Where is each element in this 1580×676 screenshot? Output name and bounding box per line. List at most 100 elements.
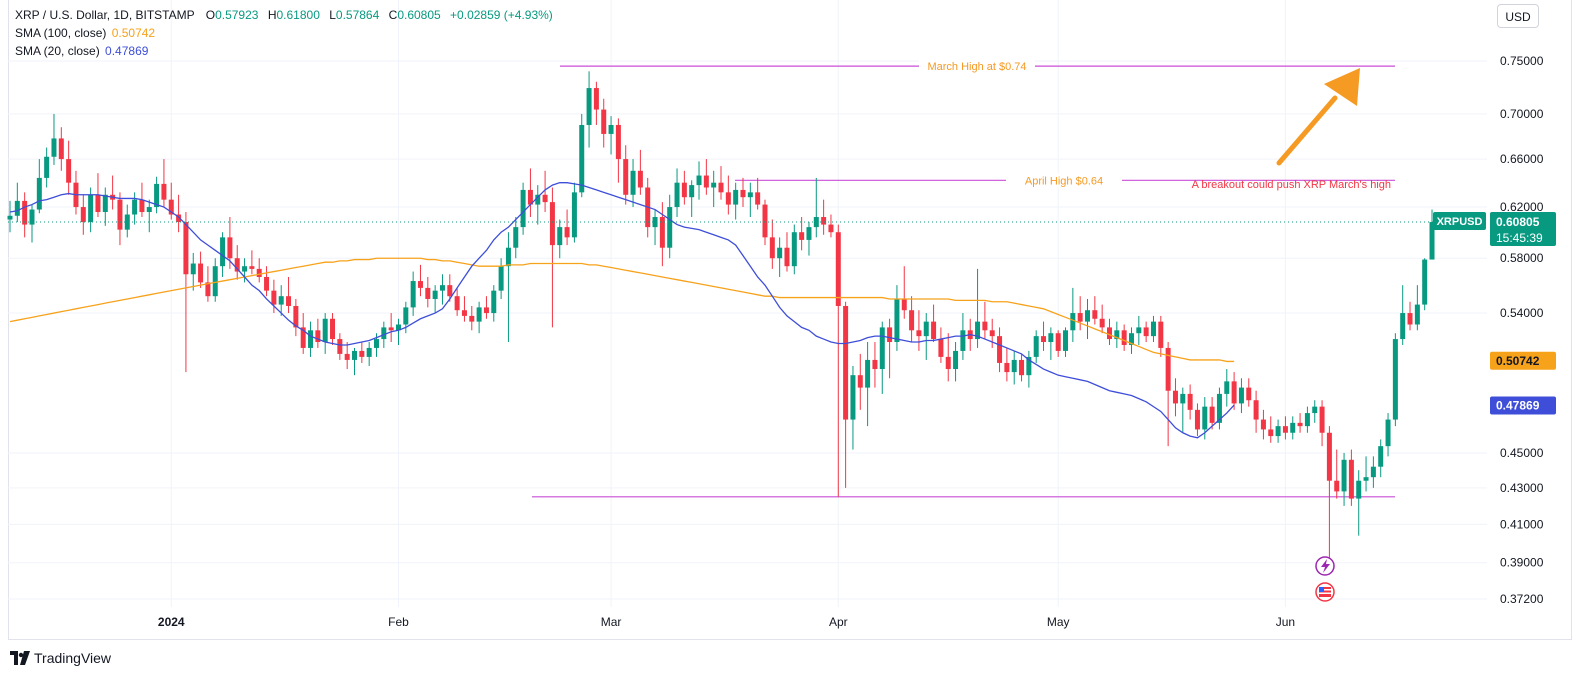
candle — [1092, 296, 1098, 325]
candle — [1414, 285, 1420, 331]
candle-body — [256, 268, 262, 277]
candle — [520, 182, 526, 235]
tradingview-label: TradingView — [34, 650, 112, 666]
price-tag-sma100[interactable]: 0.50742 — [1490, 351, 1556, 370]
sma100-tag-value: 0.50742 — [1496, 354, 1540, 368]
candle — [483, 296, 489, 319]
candle — [132, 192, 138, 225]
candle-body — [1224, 381, 1230, 394]
flag-stripe — [1319, 589, 1331, 591]
candle-body — [286, 296, 292, 306]
candle-body — [1422, 259, 1428, 305]
candle-body — [689, 185, 695, 198]
candle — [1180, 387, 1186, 433]
candle — [777, 237, 783, 277]
candle-body — [843, 305, 849, 420]
candle-body — [44, 156, 50, 178]
candle-body — [615, 124, 621, 160]
candle — [571, 182, 577, 243]
candle — [1348, 449, 1354, 506]
y-tick-label: 0.39000 — [1500, 556, 1544, 570]
candle — [154, 176, 160, 214]
candle-body — [271, 290, 277, 305]
candle — [674, 168, 680, 218]
candle-body — [476, 307, 482, 322]
y-tick-label: 0.58000 — [1500, 251, 1544, 265]
candle-body — [80, 207, 86, 223]
y-tick-label: 0.70000 — [1500, 107, 1544, 121]
candle — [689, 180, 695, 218]
candle-body — [1407, 313, 1413, 325]
low-label: L — [329, 8, 336, 22]
candle — [1209, 397, 1215, 430]
candle-body — [1070, 313, 1076, 331]
candle-body — [1107, 327, 1112, 340]
candle — [513, 217, 519, 259]
countdown-tag-value: 15:45:39 — [1496, 231, 1543, 245]
candle — [953, 342, 959, 382]
candle-body — [483, 307, 489, 314]
candle-body — [1194, 409, 1200, 430]
candle — [1260, 409, 1266, 440]
candle-body — [36, 177, 42, 210]
legend-symbol-row[interactable]: XRP / U.S. Dollar, 1D, BITSTAMP O0.57923… — [15, 7, 553, 23]
candle — [1048, 327, 1054, 360]
candle — [1077, 296, 1083, 331]
candle — [234, 245, 240, 280]
candle-body — [1033, 336, 1039, 357]
flag-body — [1319, 587, 1331, 597]
legend-sma100-row[interactable]: SMA (100, close) 0.50742 — [15, 25, 155, 41]
y-tick-label: 0.75000 — [1500, 54, 1544, 68]
currency-button[interactable]: USD — [1497, 4, 1539, 28]
moving-averages — [8, 182, 1487, 439]
candle-body — [564, 227, 570, 238]
candle-body — [439, 285, 445, 291]
candle — [146, 199, 152, 233]
candle-body — [718, 182, 724, 193]
price-axis[interactable]: 0.75000 0.70000 0.66000 0.62000 0.58000 0.540… — [1433, 54, 1556, 606]
candle — [535, 185, 541, 225]
candle — [417, 264, 423, 297]
candle — [1385, 413, 1391, 457]
candle — [1326, 426, 1332, 575]
candle — [410, 271, 416, 316]
candle-body — [1165, 347, 1171, 391]
time-axis[interactable]: 2024 Feb Mar Apr May Jun — [158, 615, 1295, 629]
candle — [718, 166, 724, 200]
chart-icons — [1315, 556, 1335, 602]
candle — [454, 287, 460, 316]
candle — [1172, 378, 1178, 417]
candle — [14, 182, 20, 223]
candle-body — [198, 263, 204, 283]
candle-body — [1202, 406, 1208, 430]
candle — [388, 313, 394, 343]
candle-body — [982, 321, 988, 331]
candle-body — [1092, 310, 1098, 319]
candle-body — [989, 330, 995, 337]
candle — [1033, 330, 1039, 363]
price-tag-last[interactable]: XRPUSD 0.60805 15:45:39 — [1433, 211, 1556, 246]
x-tick-label: May — [1047, 615, 1070, 629]
candle — [813, 177, 819, 238]
sma100-label: SMA (100, close) — [15, 26, 107, 40]
candle-body — [1128, 333, 1134, 345]
candle-body — [1385, 419, 1391, 447]
candle-body — [242, 266, 248, 272]
candle-body — [1143, 327, 1149, 337]
candle-body — [960, 330, 966, 351]
candle — [901, 266, 907, 319]
lightning-icon[interactable] — [1315, 556, 1335, 576]
candle-body — [894, 298, 900, 343]
price-tag-sma20[interactable]: 0.47869 — [1490, 396, 1556, 415]
legend-sma20-row[interactable]: SMA (20, close) 0.47869 — [15, 43, 148, 59]
level-label-march-high: March High at $0.74 — [927, 61, 1026, 73]
candle — [1253, 390, 1259, 433]
candle-body — [1172, 390, 1178, 404]
candle-body — [997, 336, 1003, 363]
footer-brand[interactable]: TradingView — [10, 648, 111, 668]
candle-body — [608, 124, 614, 134]
us-flag-icon[interactable] — [1315, 582, 1335, 602]
candle — [828, 214, 834, 238]
candle — [982, 301, 988, 340]
